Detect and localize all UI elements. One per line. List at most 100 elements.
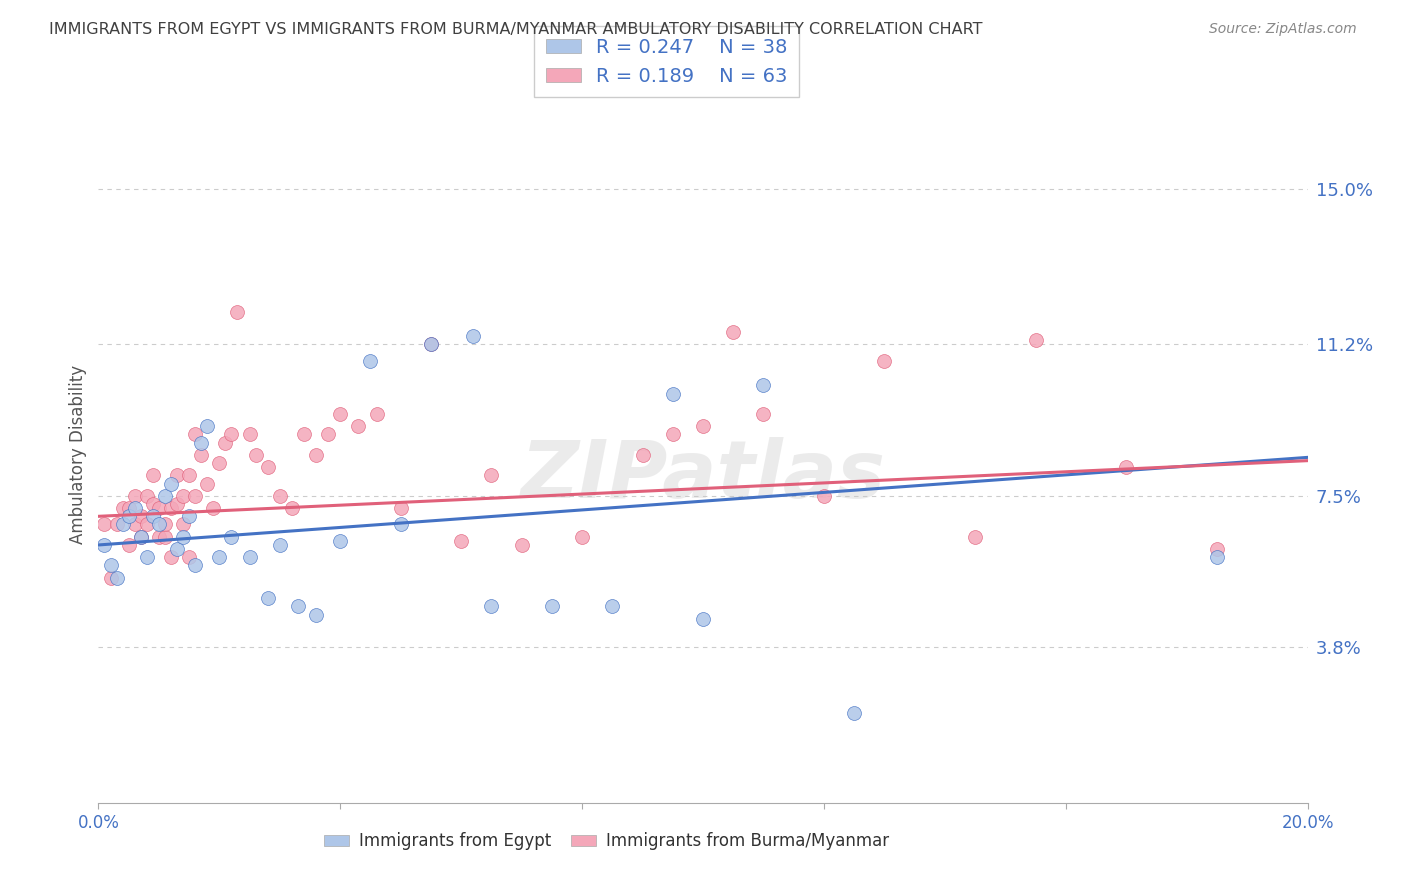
Point — [172, 530, 194, 544]
Point — [239, 427, 262, 442]
Point — [481, 468, 503, 483]
Point — [105, 571, 128, 585]
Point — [195, 476, 218, 491]
Point — [160, 550, 183, 565]
Y-axis label: Ambulatory Disability: Ambulatory Disability — [69, 366, 87, 544]
Point — [153, 517, 176, 532]
Point — [661, 386, 683, 401]
Point — [269, 538, 291, 552]
Point — [166, 497, 188, 511]
Point — [692, 612, 714, 626]
Point — [287, 599, 309, 614]
Point — [221, 530, 243, 544]
Point — [1115, 460, 1137, 475]
Point — [329, 533, 352, 548]
Point — [124, 517, 146, 532]
Point — [160, 476, 183, 491]
Point — [844, 706, 866, 720]
Point — [135, 517, 157, 532]
Point — [329, 407, 352, 421]
Point — [202, 501, 225, 516]
Point — [190, 435, 212, 450]
Point — [105, 517, 128, 532]
Point — [118, 509, 141, 524]
Point — [281, 501, 304, 516]
Text: ZIPatlas: ZIPatlas — [520, 437, 886, 515]
Point — [190, 448, 212, 462]
Point — [389, 517, 412, 532]
Point — [100, 558, 122, 573]
Point — [420, 337, 443, 351]
Point — [239, 550, 262, 565]
Point — [510, 538, 533, 552]
Point — [389, 501, 412, 516]
Point — [305, 448, 328, 462]
Point — [1206, 542, 1229, 557]
Point — [214, 435, 236, 450]
Point — [661, 427, 683, 442]
Point — [450, 533, 472, 548]
Point — [166, 468, 188, 483]
Point — [124, 489, 146, 503]
Text: Source: ZipAtlas.com: Source: ZipAtlas.com — [1209, 22, 1357, 37]
Point — [142, 468, 165, 483]
Point — [420, 337, 443, 351]
Point — [752, 407, 775, 421]
Point — [129, 530, 152, 544]
Point — [208, 456, 231, 470]
Point — [93, 517, 115, 532]
Point — [316, 427, 339, 442]
Point — [813, 489, 835, 503]
Point — [873, 353, 896, 368]
Point — [221, 427, 243, 442]
Point — [179, 509, 201, 524]
Point — [111, 501, 134, 516]
Point — [195, 419, 218, 434]
Point — [692, 419, 714, 434]
Text: IMMIGRANTS FROM EGYPT VS IMMIGRANTS FROM BURMA/MYANMAR AMBULATORY DISABILITY COR: IMMIGRANTS FROM EGYPT VS IMMIGRANTS FROM… — [49, 22, 983, 37]
Point — [184, 427, 207, 442]
Point — [135, 550, 157, 565]
Point — [184, 558, 207, 573]
Point — [1206, 550, 1229, 565]
Point — [305, 607, 328, 622]
Point — [723, 325, 745, 339]
Point — [142, 509, 165, 524]
Point — [179, 550, 201, 565]
Point — [256, 460, 278, 475]
Point — [135, 489, 157, 503]
Point — [153, 530, 176, 544]
Point — [142, 497, 165, 511]
Point — [360, 353, 382, 368]
Point — [160, 501, 183, 516]
Point — [571, 530, 593, 544]
Point — [148, 530, 170, 544]
Point — [124, 501, 146, 516]
Point — [111, 517, 134, 532]
Point — [118, 501, 141, 516]
Point — [226, 304, 249, 318]
Point — [148, 517, 170, 532]
Point — [347, 419, 370, 434]
Point — [172, 489, 194, 503]
Point — [148, 501, 170, 516]
Point — [631, 448, 654, 462]
Point — [118, 538, 141, 552]
Point — [269, 489, 291, 503]
Point — [540, 599, 562, 614]
Point — [100, 571, 122, 585]
Point — [292, 427, 315, 442]
Point — [129, 509, 152, 524]
Point — [965, 530, 987, 544]
Point — [93, 538, 115, 552]
Point — [153, 489, 176, 503]
Legend: Immigrants from Egypt, Immigrants from Burma/Myanmar: Immigrants from Egypt, Immigrants from B… — [316, 826, 896, 857]
Point — [172, 517, 194, 532]
Point — [366, 407, 388, 421]
Point — [179, 468, 201, 483]
Point — [1024, 334, 1046, 348]
Point — [129, 530, 152, 544]
Point — [166, 542, 188, 557]
Point — [463, 329, 485, 343]
Point — [481, 599, 503, 614]
